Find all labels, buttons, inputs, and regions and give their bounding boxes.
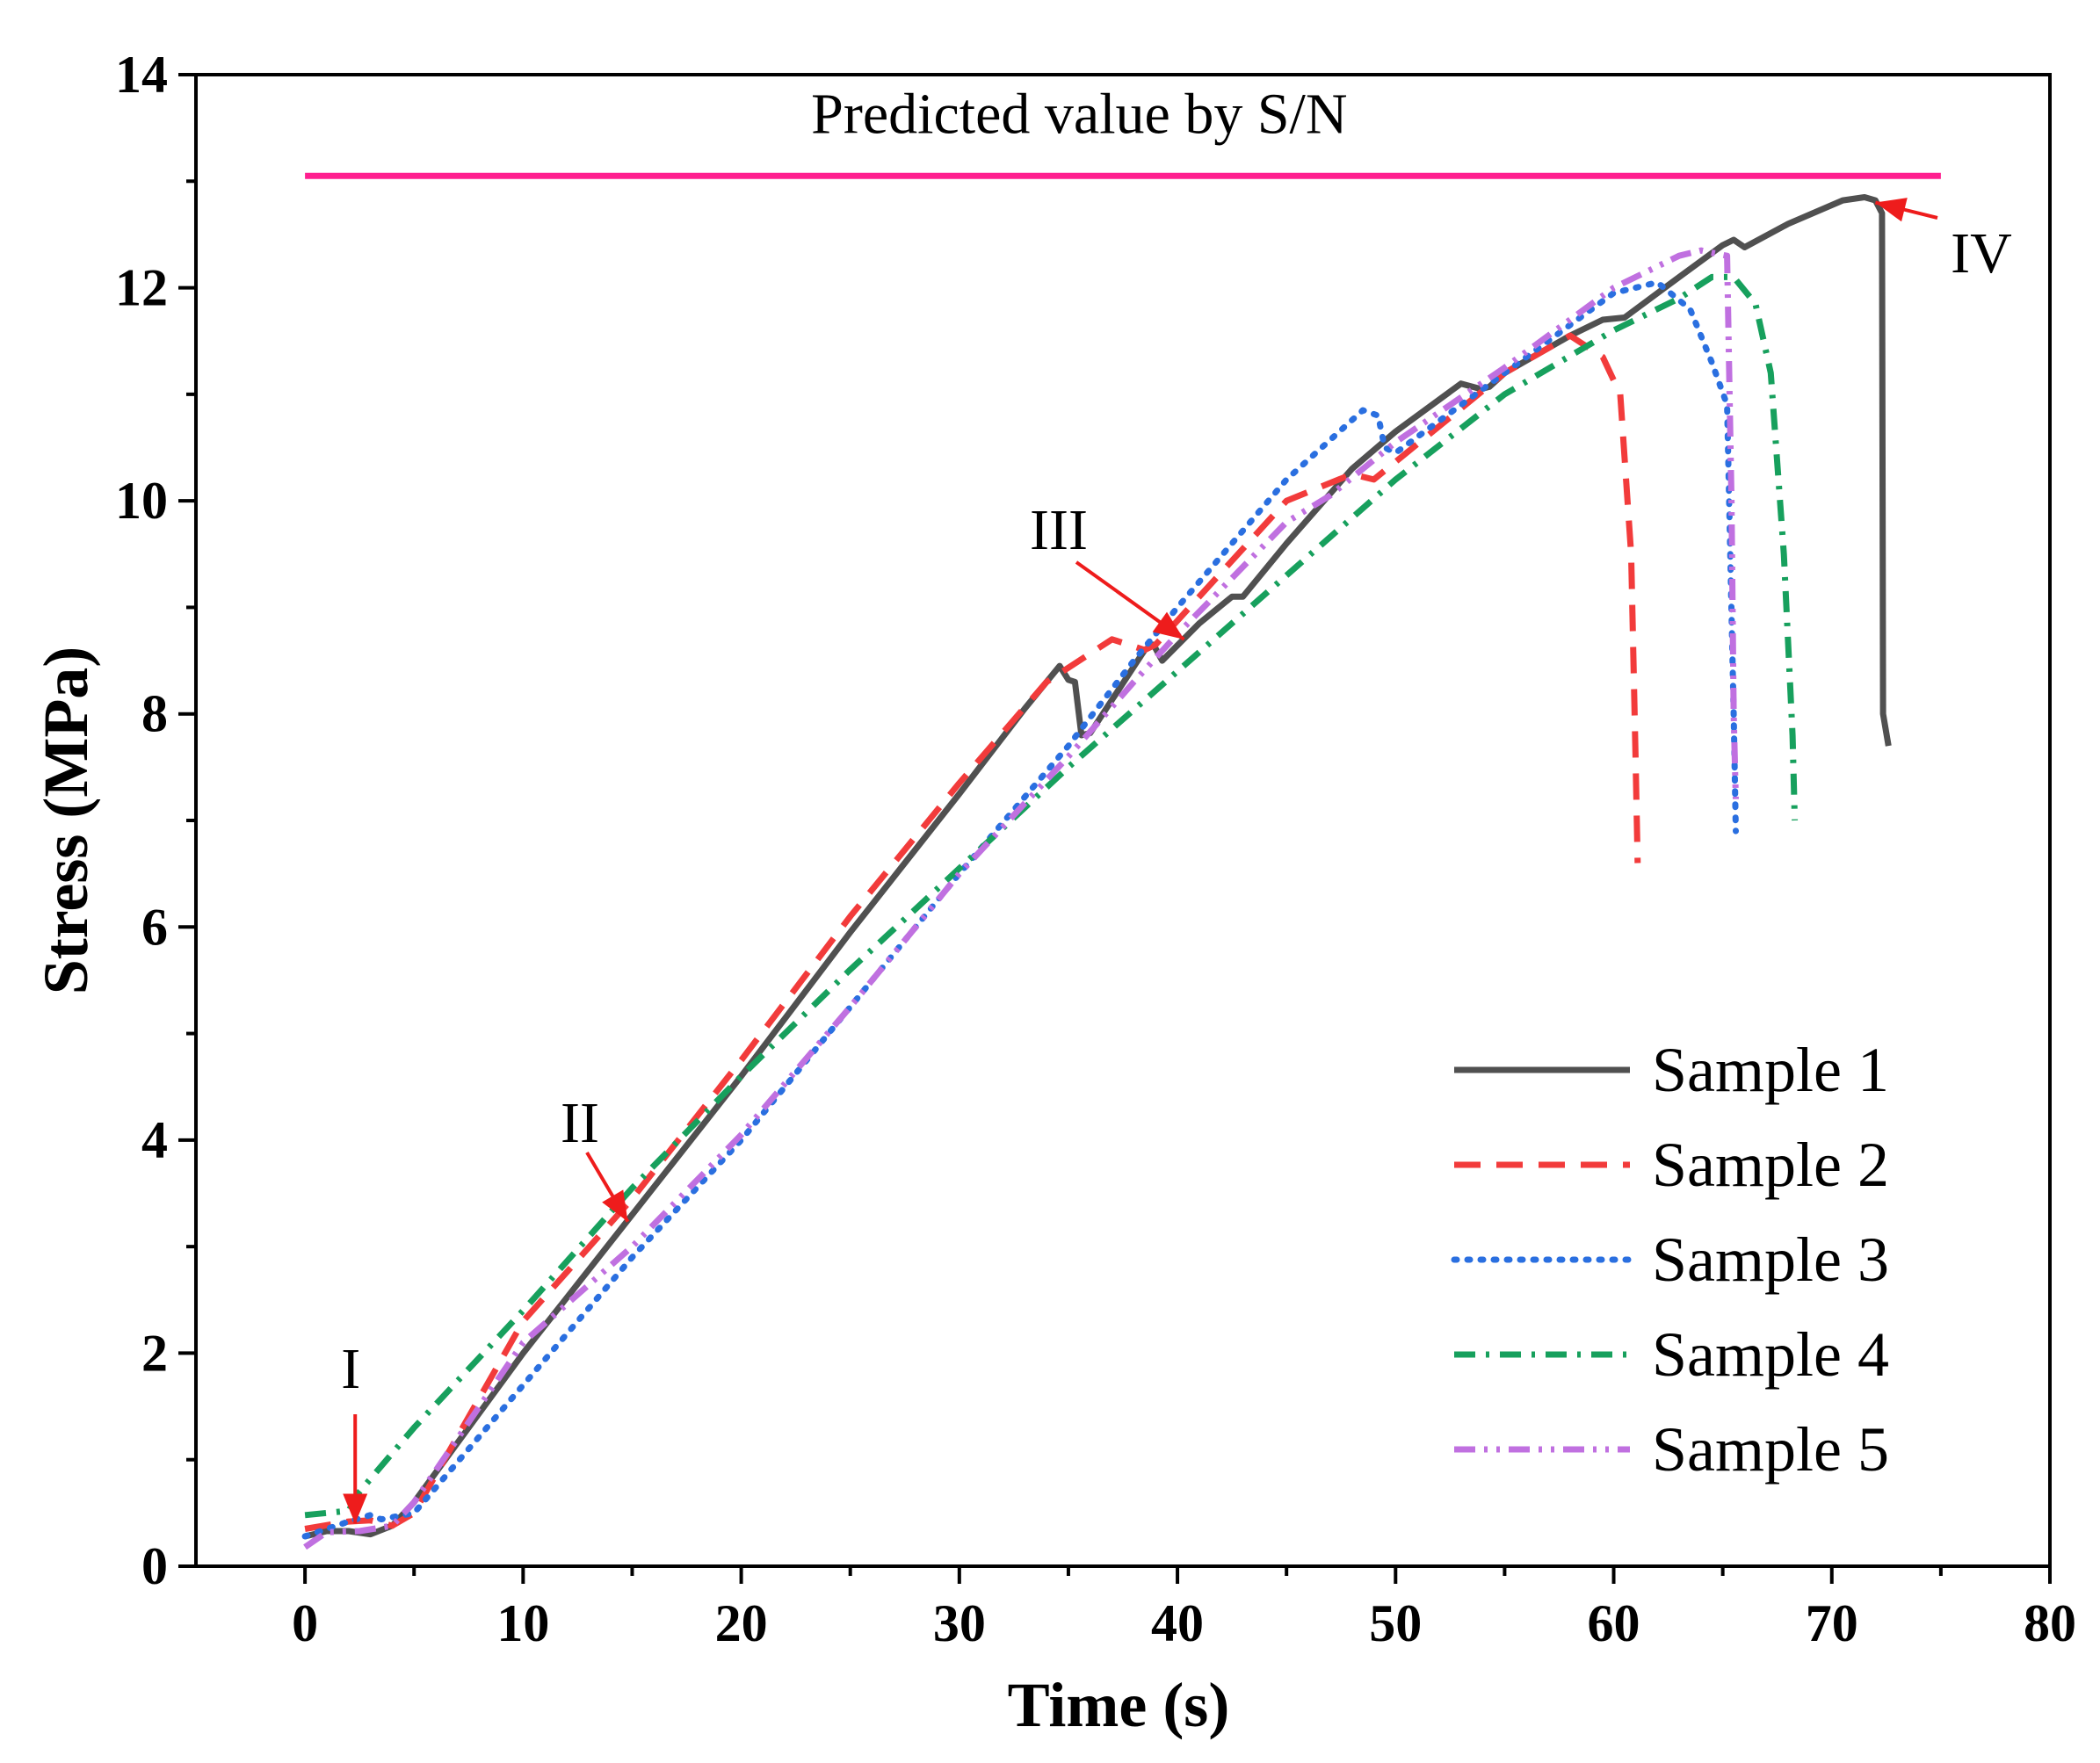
series-line-sample-5 <box>303 247 1739 1550</box>
legend: Sample 1 Sample 2 Sample 3 Sample 4 Sample 5 <box>1451 1035 1889 1485</box>
annotation-label-i: I <box>341 1337 360 1401</box>
x-tick-label: 50 <box>1369 1594 1422 1652</box>
x-tick-label: 30 <box>933 1594 986 1652</box>
axis-tick-labels: 0 10 20 30 40 50 60 70 80 0 2 4 6 8 10 12 14 <box>115 46 2076 1652</box>
annotation-arrow-iv-head <box>1875 198 1908 222</box>
x-tick-label: 10 <box>496 1594 549 1652</box>
y-axis-title: Stress (MPa) <box>31 647 101 995</box>
series-line-sample-3 <box>301 279 1739 1540</box>
x-axis-title: Time (s) <box>1008 1670 1230 1740</box>
y-tick-label: 8 <box>141 685 168 743</box>
series-line-sample-1 <box>304 194 1892 1540</box>
y-tick-label: 4 <box>141 1111 168 1169</box>
legend-label-sample-4: Sample 4 <box>1652 1319 1889 1390</box>
legend-label-sample-5: Sample 5 <box>1652 1414 1889 1485</box>
series-layer <box>301 194 1892 1550</box>
annotation-label-ii: II <box>561 1091 599 1155</box>
x-tick-label: 20 <box>715 1594 768 1652</box>
y-tick-label: 10 <box>115 472 168 530</box>
x-tick-label: 0 <box>292 1594 318 1652</box>
legend-label-sample-2: Sample 2 <box>1652 1130 1889 1200</box>
legend-label-sample-1: Sample 1 <box>1652 1035 1889 1105</box>
x-tick-label: 80 <box>2024 1594 2076 1652</box>
reference-line-label: Predicted value by S/N <box>811 83 1347 147</box>
y-tick-label: 0 <box>141 1537 168 1595</box>
annotation-label-iv: IV <box>1951 221 2012 285</box>
series-line-sample-4 <box>304 273 1799 1519</box>
y-tick-label: 2 <box>141 1324 168 1382</box>
x-tick-label: 60 <box>1588 1594 1640 1652</box>
axis-ticks <box>178 73 2052 1584</box>
annotation-arrow-iii-head <box>1152 611 1184 639</box>
series-line-sample-2 <box>304 332 1641 1532</box>
x-tick-label: 70 <box>1806 1594 1858 1652</box>
annotation-arrow-ii-head <box>602 1189 628 1222</box>
legend-label-sample-3: Sample 3 <box>1652 1225 1889 1295</box>
y-tick-label: 14 <box>115 46 168 104</box>
annotation-arrow-i-head <box>343 1493 368 1524</box>
annotation-label-iii: III <box>1030 498 1088 562</box>
y-tick-label: 12 <box>115 259 168 317</box>
x-tick-label: 40 <box>1151 1594 1204 1652</box>
y-tick-label: 6 <box>141 898 168 956</box>
